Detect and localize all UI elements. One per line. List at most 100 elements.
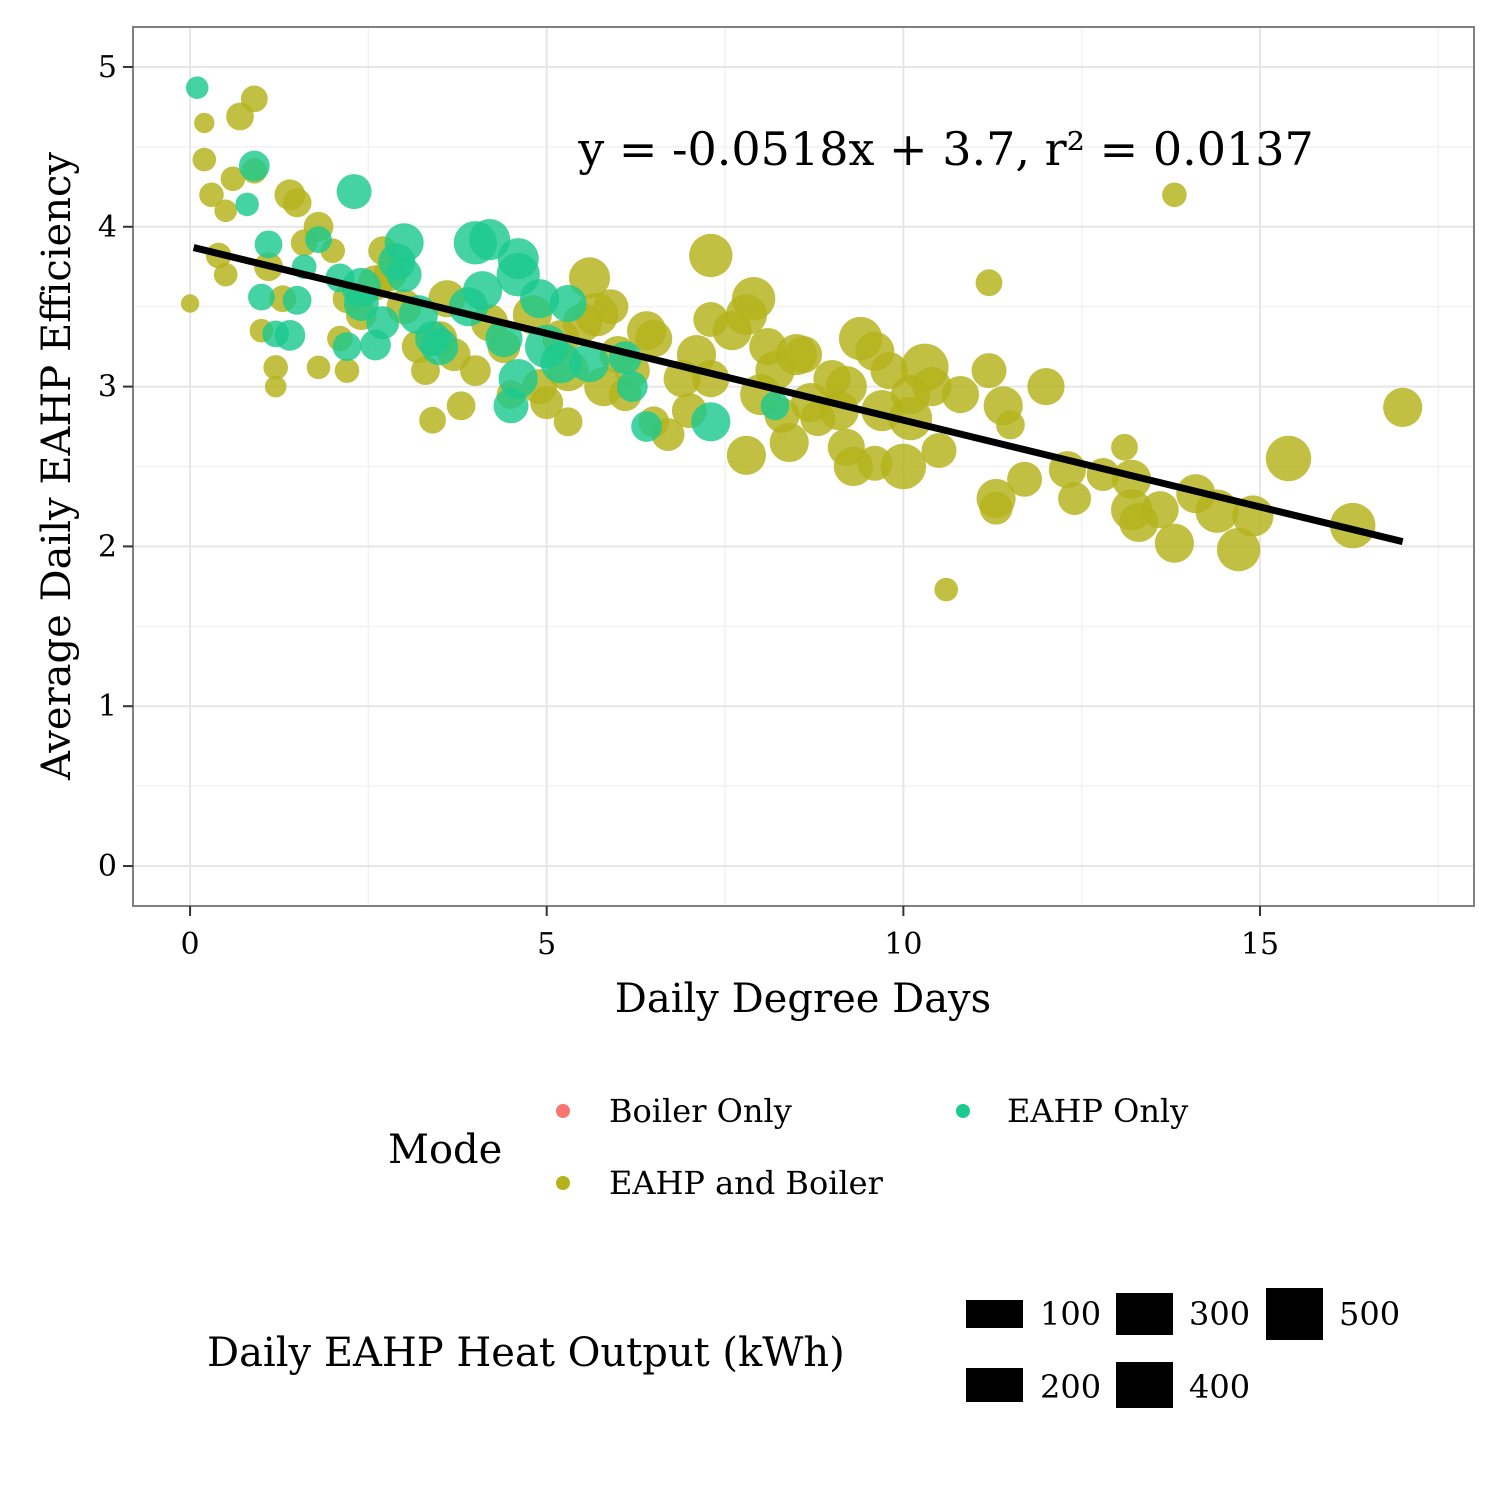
point-eahp-and-boiler	[460, 355, 491, 386]
point-eahp-only	[691, 402, 731, 442]
point-eahp-only	[386, 257, 422, 293]
point-eahp-only	[282, 285, 312, 315]
x-axis-title: Daily Degree Days	[615, 976, 991, 1022]
point-eahp-and-boiler	[1383, 387, 1423, 427]
mode-legend-title: Mode	[388, 1127, 502, 1173]
size-key-300	[1116, 1293, 1173, 1335]
point-eahp-only	[549, 284, 587, 323]
point-eahp-only	[238, 150, 270, 182]
legend-label-eahp-and-boiler: EAHP and Boiler	[609, 1164, 884, 1202]
point-eahp-and-boiler	[263, 355, 289, 380]
size-label-100: 100	[1040, 1295, 1101, 1333]
point-eahp-and-boiler	[726, 435, 767, 475]
size-label-300: 300	[1189, 1295, 1250, 1333]
point-eahp-and-boiler	[553, 407, 583, 437]
legend-key-eahp-only	[956, 1104, 970, 1118]
point-eahp-and-boiler	[1058, 482, 1092, 515]
legend-key-eahp-and-boiler	[556, 1176, 570, 1190]
point-eahp-only	[305, 226, 332, 254]
point-eahp-only	[569, 343, 610, 383]
point-eahp-only	[332, 332, 362, 361]
size-key-100	[966, 1300, 1023, 1328]
point-eahp-and-boiler	[996, 410, 1025, 440]
point-eahp-only	[336, 174, 372, 210]
y-tick-label: 1	[98, 689, 117, 724]
point-eahp-and-boiler	[1111, 433, 1138, 461]
point-eahp-only	[235, 192, 259, 217]
point-eahp-and-boiler	[921, 433, 957, 468]
point-eahp-and-boiler	[975, 269, 1003, 297]
point-eahp-and-boiler	[1007, 461, 1043, 497]
point-eahp-and-boiler	[446, 391, 476, 421]
y-tick-label: 0	[98, 849, 117, 884]
point-eahp-and-boiler	[1265, 435, 1312, 482]
y-tick-label: 5	[98, 50, 117, 85]
x-tick-label: 15	[1241, 927, 1279, 962]
point-eahp-only	[185, 76, 209, 99]
point-eahp-and-boiler	[334, 358, 360, 383]
y-axis-title: Average Daily EAHP Efficiency	[34, 152, 80, 781]
legend-key-boiler-only	[556, 1104, 570, 1118]
point-eahp-only	[274, 320, 306, 351]
trend-line	[192, 244, 1404, 546]
point-eahp-only	[498, 359, 538, 399]
y-tick-label: 4	[98, 210, 117, 245]
point-eahp-only	[384, 223, 424, 263]
point-eahp-only	[248, 283, 275, 311]
point-eahp-and-boiler	[934, 577, 958, 602]
size-legend: Daily EAHP Heat Output (kWh) 100 300 500…	[207, 1288, 1400, 1408]
point-eahp-and-boiler	[1216, 527, 1261, 572]
point-eahp-and-boiler	[912, 367, 952, 407]
legend-label-eahp-only: EAHP Only	[1007, 1092, 1188, 1130]
point-eahp-and-boiler	[593, 289, 629, 325]
plot-border	[132, 26, 1475, 907]
point-eahp-and-boiler	[1154, 523, 1194, 563]
size-key-200	[966, 1368, 1023, 1402]
point-eahp-and-boiler	[1162, 182, 1187, 208]
point-eahp-and-boiler	[214, 199, 237, 223]
point-eahp-and-boiler	[635, 320, 673, 358]
y-tick-label: 3	[98, 370, 117, 405]
point-eahp-and-boiler	[731, 277, 776, 321]
size-legend-title: Daily EAHP Heat Output (kWh)	[207, 1330, 845, 1376]
point-eahp-only	[421, 328, 459, 366]
point-eahp-only	[462, 271, 503, 311]
point-eahp-only	[366, 306, 400, 340]
point-eahp-and-boiler	[194, 112, 215, 134]
point-eahp-only	[631, 411, 662, 442]
point-eahp-and-boiler	[282, 188, 312, 218]
point-eahp-and-boiler	[1112, 459, 1152, 499]
point-eahp-and-boiler	[769, 422, 809, 463]
point-eahp-and-boiler	[976, 478, 1016, 519]
point-eahp-and-boiler	[213, 262, 238, 287]
point-eahp-only	[485, 320, 523, 358]
legend-label-boiler-only: Boiler Only	[609, 1092, 792, 1130]
regression-annotation: y = -0.0518x + 3.7, r² = 0.0137	[577, 122, 1314, 176]
point-eahp-and-boiler	[530, 386, 564, 420]
x-tick-label: 5	[537, 927, 556, 962]
point-eahp-only	[520, 279, 560, 319]
point-eahp-and-boiler	[941, 376, 980, 414]
x-tick-label: 10	[884, 927, 922, 962]
y-tick-label: 2	[98, 529, 117, 564]
point-eahp-and-boiler	[880, 443, 927, 490]
point-eahp-only	[760, 391, 790, 421]
point-eahp-and-boiler	[689, 233, 733, 278]
x-tick-label: 0	[181, 927, 200, 962]
point-eahp-and-boiler	[568, 257, 611, 299]
point-eahp-and-boiler	[264, 375, 287, 398]
point-eahp-and-boiler	[1330, 502, 1376, 549]
size-label-400: 400	[1189, 1368, 1250, 1406]
point-eahp-and-boiler	[306, 355, 331, 380]
mode-legend: Mode Boiler Only EAHP Only EAHP and Boil…	[388, 1092, 1188, 1202]
trendline-group	[192, 244, 1404, 546]
size-label-500: 500	[1339, 1295, 1400, 1333]
point-eahp-and-boiler	[192, 147, 217, 172]
point-eahp-and-boiler	[825, 366, 867, 408]
point-eahp-and-boiler	[419, 406, 446, 434]
size-key-500	[1266, 1288, 1323, 1340]
size-label-200: 200	[1040, 1368, 1101, 1406]
point-eahp-and-boiler	[971, 353, 1007, 389]
point-eahp-and-boiler	[220, 166, 246, 192]
